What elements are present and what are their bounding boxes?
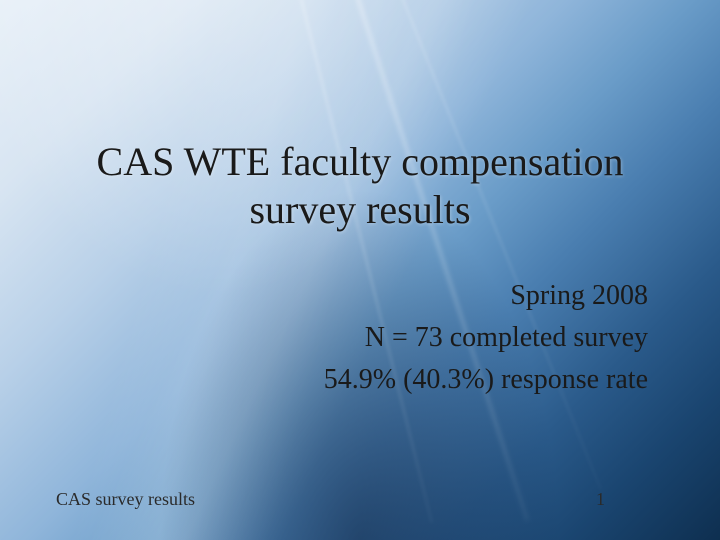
slide-content: CAS WTE faculty compensation survey resu… <box>0 0 720 540</box>
slide-subtitle: Spring 2008 N = 73 completed survey 54.9… <box>324 275 648 401</box>
subtitle-line-date: Spring 2008 <box>324 275 648 317</box>
subtitle-line-count: N = 73 completed survey <box>324 317 648 359</box>
footer-label: CAS survey results <box>56 489 195 510</box>
presentation-slide: CAS WTE faculty compensation survey resu… <box>0 0 720 540</box>
page-number: 1 <box>596 489 605 510</box>
subtitle-line-rate: 54.9% (40.3%) response rate <box>324 359 648 401</box>
slide-title: CAS WTE faculty compensation survey resu… <box>60 138 660 234</box>
